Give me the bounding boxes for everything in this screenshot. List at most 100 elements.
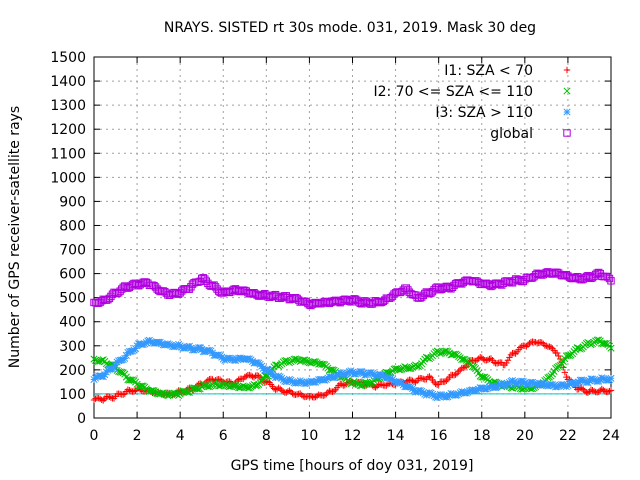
data-point-interp xyxy=(313,392,321,400)
data-point-interp xyxy=(528,378,537,386)
data-point-interp xyxy=(447,389,455,397)
y-tick-label: 1300 xyxy=(50,98,86,114)
data-point-interp xyxy=(124,348,132,356)
data-point-interp xyxy=(291,294,300,302)
data-point-interp xyxy=(228,356,237,364)
data-point-interp xyxy=(561,369,569,376)
data-point-interp xyxy=(412,379,419,386)
data-point-interp xyxy=(207,347,215,355)
data-point-interp xyxy=(321,392,329,399)
data-point-interp xyxy=(465,387,473,395)
data-point-interp xyxy=(124,386,132,393)
series-3 xyxy=(90,336,615,402)
data-point-interp xyxy=(139,341,147,349)
data-point-interp xyxy=(605,342,614,350)
data-point-interp xyxy=(590,387,598,395)
legend-marker xyxy=(563,129,571,137)
data-point-interp xyxy=(130,388,138,395)
data-point-interp xyxy=(228,381,237,389)
data-point-interp xyxy=(245,384,253,392)
data-point-interp xyxy=(573,380,581,388)
data-point-interp xyxy=(520,342,527,349)
x-tick-label: 18 xyxy=(473,428,491,444)
data-point xyxy=(122,351,130,359)
data-point-interp xyxy=(541,342,549,349)
data-point-interp xyxy=(484,356,492,364)
data-point-interp xyxy=(93,357,101,365)
data-point-interp xyxy=(201,348,209,356)
data-point-interp xyxy=(108,365,117,373)
data-point-interp xyxy=(595,388,602,395)
data-point-interp xyxy=(185,342,193,350)
data-point-interp xyxy=(128,376,137,384)
legend-marker xyxy=(563,66,571,74)
data-point-interp xyxy=(384,369,392,377)
data-point-interp xyxy=(196,385,204,393)
legend-label: I1: SZA < 70 xyxy=(444,63,533,79)
data-point-interp xyxy=(479,384,487,392)
y-tick-label: 400 xyxy=(59,315,86,331)
data-point-interp xyxy=(378,381,385,388)
data-point-interp xyxy=(580,386,587,393)
y-tick-label: 1400 xyxy=(50,74,86,90)
data-point-interp xyxy=(212,377,219,384)
series-4 xyxy=(90,268,615,310)
data-point-interp xyxy=(388,292,397,300)
y-axis-label: Number of GPS receiver-satellite rays xyxy=(7,106,23,368)
data-point-interp xyxy=(307,392,315,400)
data-point-interp xyxy=(190,346,198,354)
data-point-interp xyxy=(409,377,416,384)
data-point-interp xyxy=(193,345,201,353)
data-point-interp xyxy=(301,356,309,364)
data-point-interp xyxy=(482,385,490,393)
data-point-interp xyxy=(530,379,538,387)
y-tick-label: 1500 xyxy=(50,50,86,66)
data-point-interp xyxy=(492,384,500,392)
data-point-interp xyxy=(110,395,118,402)
data-point-interp xyxy=(452,371,459,378)
data-point-interp xyxy=(356,382,364,390)
data-point-interp xyxy=(96,395,104,403)
data-point-interp xyxy=(330,374,338,382)
data-point-interp xyxy=(158,389,166,397)
y-tick-label: 900 xyxy=(59,194,86,210)
data-point-interp xyxy=(261,366,269,374)
data-point-interp xyxy=(205,383,213,391)
data-point-interp xyxy=(292,355,300,363)
data-point-interp xyxy=(282,356,290,365)
data-point-interp xyxy=(547,344,555,351)
data-point-interp xyxy=(570,379,578,387)
data-point-interp xyxy=(289,390,296,397)
data-point-interp xyxy=(264,378,272,385)
grid xyxy=(94,57,611,418)
data-point-interp xyxy=(522,381,530,389)
data-point-interp xyxy=(358,368,366,376)
data-point-interp xyxy=(281,357,289,365)
y-tick-label: 500 xyxy=(59,291,86,307)
data-point-interp xyxy=(459,388,467,396)
data-point-interp xyxy=(483,357,490,364)
chart-title: NRAYS. SISTED rt 30s mode. 031, 2019. Ma… xyxy=(164,20,536,36)
legend-label: I3: SZA > 110 xyxy=(435,105,533,121)
data-point-interp xyxy=(236,354,244,362)
data-point-interp xyxy=(303,393,310,400)
data-point xyxy=(263,378,270,386)
data-point-interp xyxy=(341,371,349,379)
data-point-interp xyxy=(352,370,360,378)
data-point-interp xyxy=(173,289,181,298)
data-point-interp xyxy=(225,354,233,362)
data-point-interp xyxy=(448,390,457,398)
data-point-interp xyxy=(444,375,452,383)
data-point-interp xyxy=(598,374,606,382)
y-tick-label: 300 xyxy=(59,339,86,355)
data-point-interp xyxy=(151,283,160,291)
data-point-interp xyxy=(423,376,430,383)
data-point-interp xyxy=(526,340,533,347)
legend-label: I2: 70 <= SZA <= 110 xyxy=(373,84,533,100)
data-point-interp xyxy=(93,373,101,381)
data-point-interp xyxy=(361,371,369,379)
data-point-interp xyxy=(164,340,172,348)
data-point-interp xyxy=(318,375,326,383)
data-point-interp xyxy=(606,387,613,395)
